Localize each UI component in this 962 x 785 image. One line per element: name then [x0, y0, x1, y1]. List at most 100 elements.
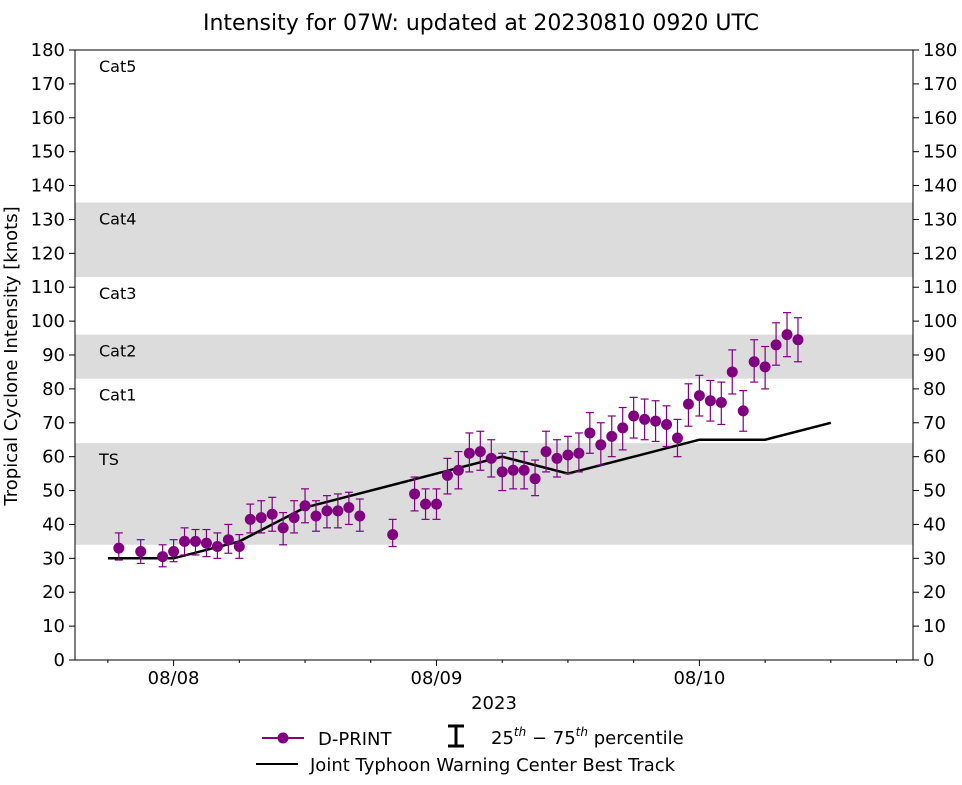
y-tick-label-left: 80	[42, 379, 65, 400]
dprint-marker	[518, 464, 530, 476]
legend: D-PRINT 25th − 75th percentile Joint Typ…	[256, 724, 684, 776]
dprint-point	[354, 498, 366, 532]
y-tick-label-right: 180	[923, 40, 957, 61]
dprint-marker	[255, 512, 267, 524]
dprint-marker	[441, 469, 453, 481]
dprint-point	[693, 374, 705, 417]
dprint-point	[179, 527, 191, 556]
dprint-marker	[113, 542, 125, 554]
dprint-marker	[189, 535, 201, 547]
y-tick-label-right: 40	[923, 514, 946, 535]
dprint-point	[255, 500, 267, 534]
y-tick-label-left: 20	[42, 582, 65, 603]
y-tick-label-right: 0	[923, 650, 934, 671]
dprint-point	[420, 488, 432, 520]
y-tick-label-right: 160	[923, 108, 957, 129]
dprint-point	[113, 532, 125, 561]
dprint-marker	[562, 449, 574, 461]
x-axis-label: 2023	[471, 693, 517, 714]
dprint-point	[628, 396, 640, 439]
dprint-marker	[496, 466, 508, 478]
legend-best-track-label: Joint Typhoon Warning Center Best Track	[309, 755, 676, 776]
dprint-point	[211, 532, 223, 559]
y-tick-label-left: 30	[42, 548, 65, 569]
dprint-point	[168, 539, 180, 563]
dprint-marker	[529, 473, 541, 485]
dprint-marker	[310, 510, 322, 522]
dprint-marker	[354, 510, 366, 522]
y-tick-label-left: 130	[31, 209, 65, 230]
y-tick-label-right: 130	[923, 209, 957, 230]
dprint-point	[332, 493, 344, 529]
y-tick-label-right: 50	[923, 481, 946, 502]
legend-dprint-label: D-PRINT	[318, 729, 392, 750]
y-tick-label-right: 90	[923, 345, 946, 366]
y-tick-label-right: 10	[923, 616, 946, 637]
category-bands	[75, 202, 913, 545]
dprint-point	[715, 381, 727, 426]
y-tick-label-left: 140	[31, 176, 65, 197]
dprint-marker	[792, 334, 804, 346]
category-labels: TS Cat1 Cat2 Cat3 Cat4 Cat5	[98, 57, 136, 469]
dprint-point	[737, 389, 749, 432]
legend-dprint-marker	[277, 732, 289, 744]
dprint-marker	[321, 505, 333, 517]
dprint-series	[113, 312, 804, 568]
y-tick-label-left: 70	[42, 413, 65, 434]
dprint-marker	[168, 546, 180, 558]
dprint-point	[387, 518, 399, 548]
y-tick-label-right: 20	[923, 582, 946, 603]
dprint-marker	[200, 537, 212, 549]
dprint-marker	[617, 422, 629, 434]
y-tick-label-left: 90	[42, 345, 65, 366]
dprint-marker	[540, 446, 552, 458]
category-label-cat5: Cat5	[99, 57, 136, 76]
category-label-cat2: Cat2	[99, 342, 136, 361]
y-axis-label: Tropical Cyclone Intensity [knots]	[1, 206, 22, 506]
dprint-marker	[770, 339, 782, 351]
dprint-marker	[387, 529, 399, 541]
dprint-point	[748, 339, 760, 383]
dprint-marker	[277, 522, 289, 534]
dprint-point	[485, 439, 497, 478]
y-tick-label-right: 70	[923, 413, 946, 434]
dprint-point	[474, 430, 486, 471]
dprint-point	[726, 349, 738, 395]
dprint-marker	[551, 452, 563, 464]
y-tick-label-left: 100	[31, 311, 65, 332]
y-axis-right: 0 10 20 30 40 50 60 70 80 90 100 110 120 130 140 150 160…	[913, 40, 957, 671]
dprint-marker	[573, 447, 585, 459]
dprint-marker	[781, 329, 793, 341]
category-label-cat1: Cat1	[99, 386, 136, 405]
dprint-marker	[671, 432, 683, 444]
category-band-cat4	[75, 202, 913, 278]
dprint-point	[540, 430, 552, 473]
dprint-marker	[343, 502, 355, 513]
dprint-point	[595, 422, 607, 466]
dprint-point	[551, 439, 563, 478]
dprint-marker	[704, 395, 716, 407]
x-tick-label: 08/08	[148, 668, 200, 689]
dprint-marker	[430, 498, 442, 510]
y-tick-label-left: 0	[54, 650, 65, 671]
dprint-marker	[420, 498, 432, 510]
dprint-point	[430, 488, 442, 520]
dprint-marker	[452, 464, 464, 476]
dprint-point	[157, 544, 169, 568]
dprint-marker	[179, 535, 191, 547]
category-label-cat3: Cat3	[99, 284, 136, 303]
dprint-marker	[485, 452, 497, 464]
dprint-marker	[584, 427, 596, 439]
dprint-marker	[650, 415, 662, 427]
y-tick-label-left: 170	[31, 74, 65, 95]
dprint-marker	[715, 396, 727, 408]
dprint-point	[562, 435, 574, 475]
y-tick-label-right: 100	[923, 311, 957, 332]
dprint-marker	[748, 356, 760, 368]
dprint-marker	[693, 390, 705, 402]
dprint-point	[135, 539, 147, 565]
dprint-marker	[211, 540, 223, 552]
dprint-marker	[595, 439, 607, 451]
y-tick-label-right: 120	[923, 243, 957, 264]
dprint-point	[781, 312, 793, 358]
